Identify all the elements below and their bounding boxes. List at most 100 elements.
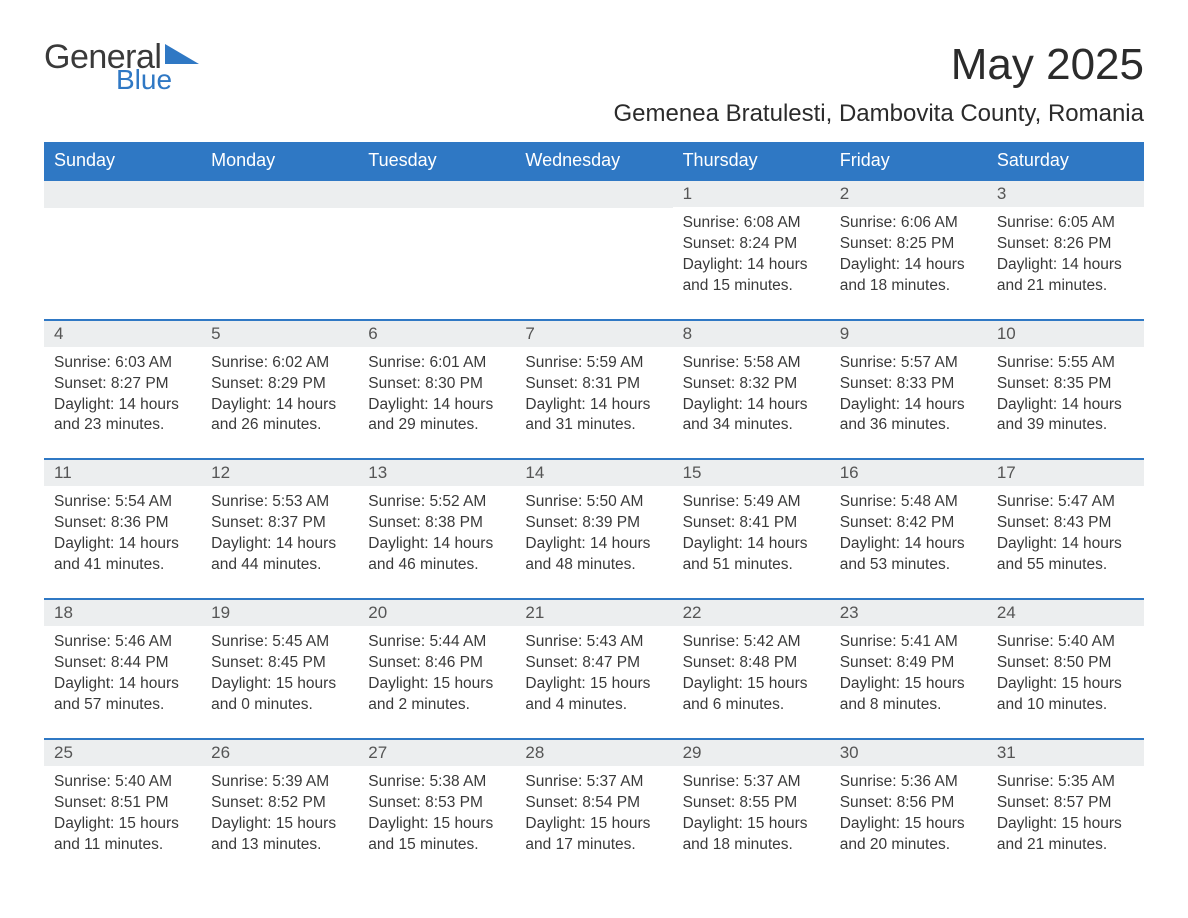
sunset-line: Sunset: 8:39 PM bbox=[525, 513, 662, 534]
sunset-line: Sunset: 8:43 PM bbox=[997, 513, 1134, 534]
daylight-line: Daylight: 14 hours and 21 minutes. bbox=[997, 255, 1134, 297]
day-number: 8 bbox=[673, 321, 830, 347]
calendar-cell: 4Sunrise: 6:03 AMSunset: 8:27 PMDaylight… bbox=[44, 320, 201, 460]
sunrise-line: Sunrise: 5:37 AM bbox=[683, 772, 820, 793]
sunrise-line: Sunrise: 5:57 AM bbox=[840, 353, 977, 374]
sunset-line: Sunset: 8:38 PM bbox=[368, 513, 505, 534]
sunrise-line: Sunrise: 5:45 AM bbox=[211, 632, 348, 653]
day-number: 3 bbox=[987, 181, 1144, 207]
calendar-cell: 30Sunrise: 5:36 AMSunset: 8:56 PMDayligh… bbox=[830, 739, 987, 878]
sunset-line: Sunset: 8:53 PM bbox=[368, 793, 505, 814]
day-number: 16 bbox=[830, 460, 987, 486]
sunrise-line: Sunrise: 5:40 AM bbox=[54, 772, 191, 793]
day-body: Sunrise: 5:35 AMSunset: 8:57 PMDaylight:… bbox=[987, 766, 1144, 878]
calendar-cell: 12Sunrise: 5:53 AMSunset: 8:37 PMDayligh… bbox=[201, 459, 358, 599]
calendar-week-row: 11Sunrise: 5:54 AMSunset: 8:36 PMDayligh… bbox=[44, 459, 1144, 599]
sunrise-line: Sunrise: 5:49 AM bbox=[683, 492, 820, 513]
calendar-cell: 1Sunrise: 6:08 AMSunset: 8:24 PMDaylight… bbox=[673, 180, 830, 320]
day-number: 1 bbox=[673, 181, 830, 207]
day-number: 10 bbox=[987, 321, 1144, 347]
calendar-cell: 19Sunrise: 5:45 AMSunset: 8:45 PMDayligh… bbox=[201, 599, 358, 739]
daylight-line: Daylight: 14 hours and 41 minutes. bbox=[54, 534, 191, 576]
day-number: 25 bbox=[44, 740, 201, 766]
day-body bbox=[515, 208, 672, 318]
daylight-line: Daylight: 15 hours and 2 minutes. bbox=[368, 674, 505, 716]
sunset-line: Sunset: 8:57 PM bbox=[997, 793, 1134, 814]
day-body: Sunrise: 5:42 AMSunset: 8:48 PMDaylight:… bbox=[673, 626, 830, 738]
sunset-line: Sunset: 8:41 PM bbox=[683, 513, 820, 534]
day-number bbox=[515, 181, 672, 208]
day-number: 30 bbox=[830, 740, 987, 766]
weekday-header: Tuesday bbox=[358, 142, 515, 180]
sunrise-line: Sunrise: 5:43 AM bbox=[525, 632, 662, 653]
weekday-header: Sunday bbox=[44, 142, 201, 180]
day-number: 23 bbox=[830, 600, 987, 626]
sunrise-line: Sunrise: 5:58 AM bbox=[683, 353, 820, 374]
day-number: 7 bbox=[515, 321, 672, 347]
sunset-line: Sunset: 8:49 PM bbox=[840, 653, 977, 674]
sunset-line: Sunset: 8:48 PM bbox=[683, 653, 820, 674]
sunrise-line: Sunrise: 5:35 AM bbox=[997, 772, 1134, 793]
day-number: 4 bbox=[44, 321, 201, 347]
sunrise-line: Sunrise: 5:52 AM bbox=[368, 492, 505, 513]
day-body: Sunrise: 5:58 AMSunset: 8:32 PMDaylight:… bbox=[673, 347, 830, 459]
daylight-line: Daylight: 14 hours and 39 minutes. bbox=[997, 395, 1134, 437]
day-number: 18 bbox=[44, 600, 201, 626]
calendar-cell: 17Sunrise: 5:47 AMSunset: 8:43 PMDayligh… bbox=[987, 459, 1144, 599]
calendar-cell: 21Sunrise: 5:43 AMSunset: 8:47 PMDayligh… bbox=[515, 599, 672, 739]
location-subtitle: Gemenea Bratulesti, Dambovita County, Ro… bbox=[44, 100, 1144, 128]
day-number: 20 bbox=[358, 600, 515, 626]
calendar-cell: 18Sunrise: 5:46 AMSunset: 8:44 PMDayligh… bbox=[44, 599, 201, 739]
sunrise-line: Sunrise: 5:36 AM bbox=[840, 772, 977, 793]
daylight-line: Daylight: 14 hours and 51 minutes. bbox=[683, 534, 820, 576]
day-body: Sunrise: 5:36 AMSunset: 8:56 PMDaylight:… bbox=[830, 766, 987, 878]
calendar-cell: 13Sunrise: 5:52 AMSunset: 8:38 PMDayligh… bbox=[358, 459, 515, 599]
day-body: Sunrise: 6:02 AMSunset: 8:29 PMDaylight:… bbox=[201, 347, 358, 459]
sunset-line: Sunset: 8:33 PM bbox=[840, 374, 977, 395]
calendar-cell: 5Sunrise: 6:02 AMSunset: 8:29 PMDaylight… bbox=[201, 320, 358, 460]
calendar-cell: 27Sunrise: 5:38 AMSunset: 8:53 PMDayligh… bbox=[358, 739, 515, 878]
sunset-line: Sunset: 8:51 PM bbox=[54, 793, 191, 814]
day-body bbox=[358, 208, 515, 318]
sunset-line: Sunset: 8:42 PM bbox=[840, 513, 977, 534]
day-number: 24 bbox=[987, 600, 1144, 626]
calendar-cell: 11Sunrise: 5:54 AMSunset: 8:36 PMDayligh… bbox=[44, 459, 201, 599]
sunset-line: Sunset: 8:37 PM bbox=[211, 513, 348, 534]
daylight-line: Daylight: 15 hours and 4 minutes. bbox=[525, 674, 662, 716]
calendar-cell: 8Sunrise: 5:58 AMSunset: 8:32 PMDaylight… bbox=[673, 320, 830, 460]
day-body: Sunrise: 5:54 AMSunset: 8:36 PMDaylight:… bbox=[44, 486, 201, 598]
daylight-line: Daylight: 14 hours and 55 minutes. bbox=[997, 534, 1134, 576]
calendar-cell: 10Sunrise: 5:55 AMSunset: 8:35 PMDayligh… bbox=[987, 320, 1144, 460]
sunset-line: Sunset: 8:44 PM bbox=[54, 653, 191, 674]
daylight-line: Daylight: 15 hours and 6 minutes. bbox=[683, 674, 820, 716]
sunrise-line: Sunrise: 5:46 AM bbox=[54, 632, 191, 653]
calendar-cell bbox=[515, 180, 672, 320]
calendar-cell: 28Sunrise: 5:37 AMSunset: 8:54 PMDayligh… bbox=[515, 739, 672, 878]
sunrise-line: Sunrise: 5:59 AM bbox=[525, 353, 662, 374]
sunrise-line: Sunrise: 5:55 AM bbox=[997, 353, 1134, 374]
daylight-line: Daylight: 15 hours and 20 minutes. bbox=[840, 814, 977, 856]
calendar-cell: 31Sunrise: 5:35 AMSunset: 8:57 PMDayligh… bbox=[987, 739, 1144, 878]
day-body: Sunrise: 5:50 AMSunset: 8:39 PMDaylight:… bbox=[515, 486, 672, 598]
daylight-line: Daylight: 15 hours and 13 minutes. bbox=[211, 814, 348, 856]
day-body: Sunrise: 5:49 AMSunset: 8:41 PMDaylight:… bbox=[673, 486, 830, 598]
sunrise-line: Sunrise: 6:05 AM bbox=[997, 213, 1134, 234]
sunset-line: Sunset: 8:30 PM bbox=[368, 374, 505, 395]
sunrise-line: Sunrise: 5:44 AM bbox=[368, 632, 505, 653]
calendar-cell: 24Sunrise: 5:40 AMSunset: 8:50 PMDayligh… bbox=[987, 599, 1144, 739]
sunset-line: Sunset: 8:29 PM bbox=[211, 374, 348, 395]
sunrise-line: Sunrise: 6:02 AM bbox=[211, 353, 348, 374]
daylight-line: Daylight: 14 hours and 23 minutes. bbox=[54, 395, 191, 437]
day-body: Sunrise: 5:52 AMSunset: 8:38 PMDaylight:… bbox=[358, 486, 515, 598]
day-body: Sunrise: 6:08 AMSunset: 8:24 PMDaylight:… bbox=[673, 207, 830, 319]
day-body: Sunrise: 5:44 AMSunset: 8:46 PMDaylight:… bbox=[358, 626, 515, 738]
logo: General Blue bbox=[44, 40, 199, 94]
daylight-line: Daylight: 14 hours and 44 minutes. bbox=[211, 534, 348, 576]
day-number: 19 bbox=[201, 600, 358, 626]
day-number: 29 bbox=[673, 740, 830, 766]
day-body: Sunrise: 5:53 AMSunset: 8:37 PMDaylight:… bbox=[201, 486, 358, 598]
sunrise-line: Sunrise: 6:06 AM bbox=[840, 213, 977, 234]
daylight-line: Daylight: 14 hours and 34 minutes. bbox=[683, 395, 820, 437]
daylight-line: Daylight: 14 hours and 15 minutes. bbox=[683, 255, 820, 297]
sunrise-line: Sunrise: 5:38 AM bbox=[368, 772, 505, 793]
